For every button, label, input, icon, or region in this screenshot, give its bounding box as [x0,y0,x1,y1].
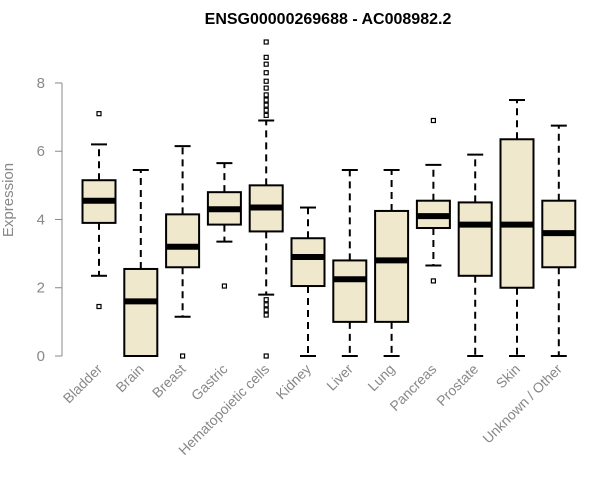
box-gastric [206,162,242,289]
outlier-hematopoietic-cells-6 [263,92,269,98]
box-rect-liver [332,259,368,323]
outlier-pancreas-0 [430,117,436,124]
x-label-unknown-other: Unknown / Other [479,361,565,447]
y-axis: 0 2 4 6 8 [37,75,63,365]
outlier-bladder-1 [96,303,102,310]
y-tick-label-8: 8 [37,75,45,92]
outlier-hematopoietic-cells-5 [263,85,269,91]
x-label-breast: Breast [149,361,189,401]
box-rect-skin [499,138,535,289]
outlier-hematopoietic-cells-15 [263,353,269,359]
x-label-bladder: Bladder [60,361,106,407]
box-brain [123,168,159,357]
x-label-kidney: Kidney [273,361,315,403]
chart-title: ENSG00000269688 - AC008982.2 [205,11,452,28]
y-tick-label-2: 2 [37,280,45,297]
x-label-lung: Lung [364,361,397,394]
outlier-hematopoietic-cells-13 [263,307,269,313]
y-tick-label-4: 4 [37,211,45,228]
box-kidney [290,206,326,357]
outlier-gastric-0 [221,283,227,289]
x-label-liver: Liver [323,361,356,394]
x-label-brain: Brain [112,361,146,395]
box-rect-breast [165,213,201,269]
outlier-hematopoietic-cells-7 [263,97,269,103]
x-label-skin: Skin [493,361,524,392]
box-hematopoietic-cells [248,39,284,359]
outlier-hematopoietic-cells-4 [263,78,269,84]
outlier-hematopoietic-cells-1 [263,54,269,60]
x-label-prostate: Prostate [433,361,481,409]
outlier-hematopoietic-cells-2 [263,61,269,67]
box-rect-kidney [290,237,326,288]
box-pancreas [415,117,451,284]
boxes-group [81,39,577,359]
outlier-bladder-0 [96,111,102,117]
outlier-breast-0 [180,353,186,359]
outlier-hematopoietic-cells-11 [263,297,269,303]
box-liver [332,168,368,357]
outlier-hematopoietic-cells-3 [263,70,269,76]
outlier-hematopoietic-cells-0 [263,39,269,45]
outlier-pancreas-1 [430,278,436,284]
box-rect-brain [123,267,159,357]
y-tick-label-0: 0 [37,348,45,365]
box-skin [499,99,535,357]
box-unknown-other [541,124,577,357]
box-prostate [457,153,493,357]
outlier-hematopoietic-cells-8 [263,102,269,108]
outlier-hematopoietic-cells-9 [263,107,269,113]
y-tick-label-6: 6 [37,143,45,160]
y-axis-label: Expression [0,163,17,237]
box-breast [165,145,201,359]
box-rect-lung [374,209,410,323]
box-bladder [81,111,117,310]
outlier-hematopoietic-cells-12 [263,302,269,308]
box-lung [374,168,410,357]
outlier-hematopoietic-cells-14 [263,312,269,318]
outlier-hematopoietic-cells-10 [263,112,269,118]
box-rect-prostate [457,201,493,277]
